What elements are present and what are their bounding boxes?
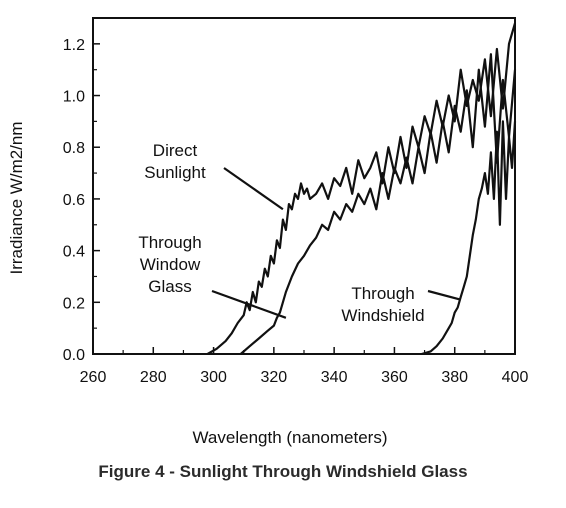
y-tick-label: 0.6 xyxy=(63,192,85,209)
annotation-direct-sunlight: Direct Sunlight xyxy=(144,141,206,182)
annotation-line: Windshield xyxy=(341,306,424,325)
y-tick-label: 0.4 xyxy=(63,244,85,261)
x-tick-label: 300 xyxy=(200,369,227,386)
annotation-leader-line xyxy=(427,289,462,301)
x-axis-title: Wavelength (nanometers) xyxy=(193,428,388,447)
annotation-line: Through xyxy=(351,284,414,303)
series-line-windshield xyxy=(421,120,517,356)
annotation-line: Sunlight xyxy=(144,163,206,182)
x-tick-label: 280 xyxy=(140,369,167,386)
y-tick-label: 0.0 xyxy=(63,347,85,364)
y-tick-label: 0.8 xyxy=(63,140,85,157)
y-tick-label: 1.0 xyxy=(63,89,85,106)
x-tick-label: 360 xyxy=(381,369,408,386)
x-tick-label: 380 xyxy=(441,369,468,386)
annotation-window-glass: Through Window Glass xyxy=(138,233,201,296)
plot-lines xyxy=(206,22,517,356)
axes: 260 280 300 320 340 360 380 400 0.0 0.2 0.4 0.6 0.8 1… xyxy=(63,17,529,386)
annotation-windshield: Through Windshield xyxy=(341,284,424,325)
x-tick-label: 260 xyxy=(80,369,107,386)
annotation-leader-line xyxy=(223,167,284,211)
annotation-line: Through xyxy=(138,233,201,252)
x-tick-label: 320 xyxy=(261,369,288,386)
annotation-line: Window xyxy=(140,255,201,274)
y-axis-title: Irradiance W/m2/nm xyxy=(7,121,26,274)
series-line-window-glass xyxy=(239,53,517,355)
figure-caption: Figure 4 - Sunlight Through Windshield G… xyxy=(98,462,468,481)
annotation-leader-line xyxy=(211,289,287,319)
chart: 260 280 300 320 340 360 380 400 0.0 0.2 0.4 0.6 0.8 1… xyxy=(7,17,529,447)
x-tick-label: 340 xyxy=(321,369,348,386)
y-tick-label: 0.2 xyxy=(63,295,85,312)
annotation-line: Direct xyxy=(153,141,198,160)
annotation-line: Glass xyxy=(148,277,191,296)
annotations: Direct Sunlight Through Window Glass Through W… xyxy=(138,141,462,325)
y-tick-label: 1.2 xyxy=(63,37,85,54)
x-tick-label: 400 xyxy=(502,369,529,386)
plot-frame xyxy=(92,17,516,355)
